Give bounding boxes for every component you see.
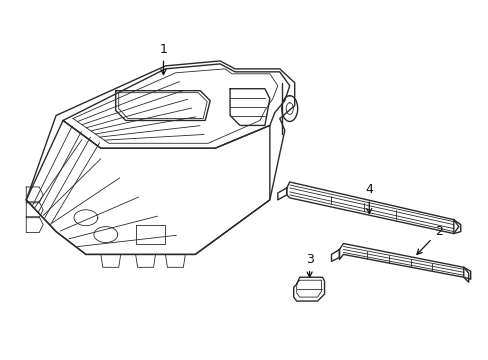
Text: 4: 4 [365,184,372,213]
Text: 1: 1 [159,42,167,75]
Text: 2: 2 [416,225,442,255]
Text: 3: 3 [305,253,313,277]
